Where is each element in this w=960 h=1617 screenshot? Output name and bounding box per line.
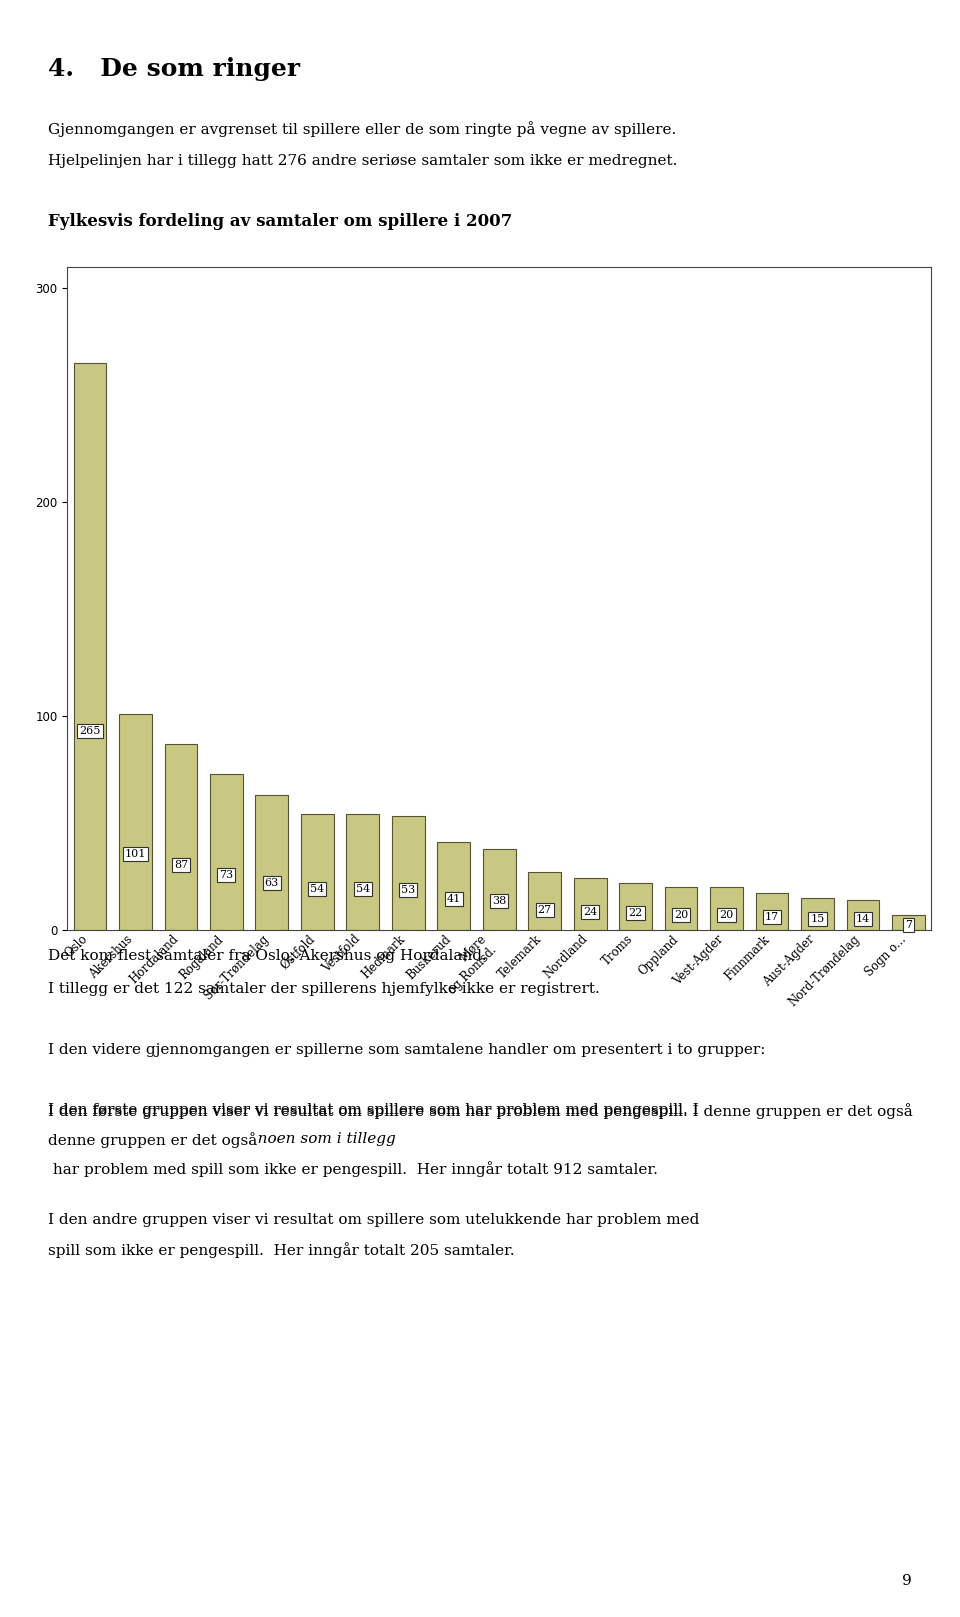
Text: 27: 27 xyxy=(538,904,552,915)
Text: 15: 15 xyxy=(810,914,825,923)
Text: 17: 17 xyxy=(765,912,780,922)
Bar xyxy=(802,897,834,930)
Bar xyxy=(255,796,288,930)
Text: I tillegg er det 122 samtaler der spillerens hjemfylke ikke er registrert.: I tillegg er det 122 samtaler der spille… xyxy=(48,982,600,996)
Bar xyxy=(483,849,516,930)
Bar xyxy=(392,817,424,930)
Bar xyxy=(119,713,152,930)
Text: Fylkesvis fordeling av samtaler om spillere i 2007: Fylkesvis fordeling av samtaler om spill… xyxy=(48,212,513,230)
Text: I den andre gruppen viser vi resultat om spillere som utelukkende har problem me: I den andre gruppen viser vi resultat om… xyxy=(48,1213,700,1227)
Text: 20: 20 xyxy=(719,910,733,920)
Text: har problem med spill som ikke er pengespill.  Her inngår totalt 912 samtaler.: har problem med spill som ikke er penges… xyxy=(48,1161,658,1177)
Bar xyxy=(438,842,470,930)
Text: 9: 9 xyxy=(902,1573,912,1588)
Text: 24: 24 xyxy=(583,907,597,917)
Bar xyxy=(528,872,561,930)
Text: 22: 22 xyxy=(629,909,643,918)
Text: noen som i tillegg: noen som i tillegg xyxy=(48,1132,396,1146)
Bar xyxy=(74,364,107,930)
Text: 54: 54 xyxy=(310,884,324,894)
Text: 101: 101 xyxy=(125,849,146,859)
Bar xyxy=(847,899,879,930)
Bar xyxy=(574,878,607,930)
Text: 7: 7 xyxy=(905,920,912,930)
Text: 53: 53 xyxy=(401,884,416,896)
Text: 87: 87 xyxy=(174,860,188,870)
Text: 63: 63 xyxy=(265,878,279,888)
Bar xyxy=(619,883,652,930)
Text: 265: 265 xyxy=(80,726,101,736)
Bar xyxy=(210,773,243,930)
Text: I den første gruppen viser vi resultat om spillere som har problem med pengespil: I den første gruppen viser vi resultat o… xyxy=(48,1103,699,1117)
Text: 73: 73 xyxy=(219,870,233,880)
Bar xyxy=(664,888,698,930)
Bar xyxy=(347,815,379,930)
Text: denne gruppen er det også: denne gruppen er det også xyxy=(48,1132,262,1148)
Bar xyxy=(892,915,924,930)
Bar xyxy=(756,894,788,930)
Bar xyxy=(710,888,743,930)
Text: Hjelpelinjen har i tillegg hatt 276 andre seriøse samtaler som ikke er medregnet: Hjelpelinjen har i tillegg hatt 276 andr… xyxy=(48,154,678,168)
Text: Gjennomgangen er avgrenset til spillere eller de som ringte på vegne av spillere: Gjennomgangen er avgrenset til spillere … xyxy=(48,121,676,137)
Bar xyxy=(164,744,197,930)
Text: I den første gruppen viser vi resultat om spillere som har problem med pengespil: I den første gruppen viser vi resultat o… xyxy=(48,1103,918,1119)
Text: 4.   De som ringer: 4. De som ringer xyxy=(48,57,300,81)
Text: I den videre gjennomgangen er spillerne som samtalene handler om presentert i to: I den videre gjennomgangen er spillerne … xyxy=(48,1043,765,1058)
Text: 20: 20 xyxy=(674,910,688,920)
Bar xyxy=(300,815,334,930)
Text: Det kom flest samtaler fra Oslo, Akershus og Hordaland.: Det kom flest samtaler fra Oslo, Akershu… xyxy=(48,949,487,964)
Text: spill som ikke er pengespill.  Her inngår totalt 205 samtaler.: spill som ikke er pengespill. Her inngår… xyxy=(48,1242,515,1258)
Text: 41: 41 xyxy=(446,894,461,904)
Text: 54: 54 xyxy=(355,884,370,894)
Text: 14: 14 xyxy=(856,914,870,925)
Text: 38: 38 xyxy=(492,896,506,907)
